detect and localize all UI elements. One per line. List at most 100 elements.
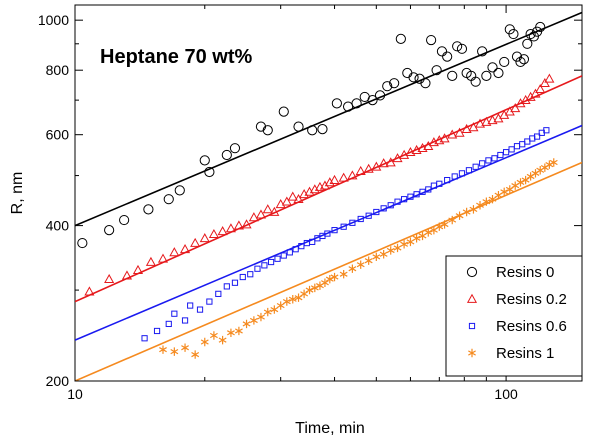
data-point — [317, 124, 328, 135]
data-point — [373, 208, 380, 216]
data-point — [371, 161, 382, 171]
data-point — [549, 158, 558, 167]
data-point — [287, 191, 298, 201]
chart-annotation: Heptane 70 wt% — [100, 46, 252, 68]
data-point — [400, 240, 409, 249]
data-point — [452, 41, 463, 52]
data-point — [436, 180, 443, 187]
data-point — [535, 21, 546, 33]
data-point — [233, 220, 244, 230]
data-point — [386, 246, 395, 255]
axis-ticks — [74, 5, 582, 382]
data-point — [525, 28, 536, 40]
data-point — [448, 215, 457, 225]
data-point — [500, 187, 509, 197]
data-point — [474, 118, 486, 128]
data-point — [199, 233, 210, 243]
series-resins-0-2 — [84, 73, 555, 296]
data-point — [307, 125, 318, 136]
data-point — [499, 56, 510, 68]
data-point — [225, 223, 236, 233]
data-point — [351, 98, 362, 109]
data-point — [530, 88, 541, 98]
data-point — [104, 273, 115, 284]
data-point — [157, 253, 169, 263]
data-point — [481, 70, 492, 81]
data-point — [544, 73, 555, 83]
data-point — [477, 46, 488, 57]
data-point — [485, 157, 492, 164]
series-resins-0-6 — [141, 127, 550, 342]
data-point — [363, 163, 374, 173]
data-markers — [77, 21, 558, 359]
data-point — [365, 212, 372, 219]
data-point — [163, 194, 174, 205]
axis-tick-labels: 10 100 200 400 600 800 1000 — [38, 12, 518, 402]
data-point — [153, 327, 161, 335]
legend-marker — [468, 322, 476, 330]
data-point — [229, 143, 241, 154]
data-point — [331, 98, 342, 109]
data-point — [481, 116, 492, 126]
data-point — [426, 34, 437, 46]
data-point — [293, 121, 304, 132]
legend-marker — [468, 348, 476, 358]
legend-box — [445, 255, 583, 377]
data-point — [181, 343, 189, 352]
data-point — [239, 273, 246, 281]
data-point — [447, 70, 458, 81]
data-point — [447, 129, 458, 139]
data-point — [215, 290, 222, 297]
data-point — [401, 196, 408, 203]
x-tick-label: 10 — [67, 386, 83, 402]
data-point — [462, 207, 471, 217]
data-point — [191, 350, 200, 359]
data-point — [321, 278, 329, 287]
data-point — [348, 264, 357, 273]
data-point — [539, 77, 550, 88]
data-point — [206, 298, 213, 305]
data-point — [218, 335, 227, 345]
fit-line-resins-0 — [75, 11, 582, 227]
data-point — [231, 279, 239, 286]
data-point — [497, 151, 504, 159]
data-point — [286, 249, 293, 256]
data-point — [276, 301, 285, 310]
data-point — [525, 91, 536, 101]
data-point — [234, 326, 243, 336]
data-point — [413, 191, 420, 198]
data-point — [419, 188, 426, 195]
data-point — [199, 155, 210, 166]
data-point — [436, 46, 448, 57]
data-point — [535, 83, 546, 94]
legend-item-resins-0-6: Resins 0.6 — [468, 318, 567, 335]
legend-item-resins-1: Resins 1 — [468, 345, 554, 362]
data-point — [169, 247, 180, 257]
data-point — [204, 166, 215, 178]
data-point — [338, 172, 349, 182]
data-point — [442, 51, 453, 62]
data-point — [248, 212, 259, 222]
data-point — [395, 33, 406, 44]
data-point — [267, 258, 275, 266]
data-point — [269, 206, 280, 216]
data-point — [208, 228, 219, 239]
data-point — [454, 127, 465, 137]
data-point — [209, 331, 218, 340]
data-point — [84, 286, 95, 296]
data-point — [242, 319, 251, 329]
data-point — [431, 65, 442, 76]
data-point — [145, 256, 156, 266]
data-point — [406, 237, 415, 247]
data-point — [367, 95, 378, 106]
data-point — [493, 67, 504, 79]
data-point — [226, 328, 235, 337]
data-point — [305, 285, 314, 295]
data-point — [533, 133, 541, 140]
legend-item-resins-0: Resins 0 — [466, 264, 554, 281]
fit-line-resins-1 — [75, 161, 582, 381]
data-point — [482, 197, 491, 206]
y-tick-label: 600 — [46, 127, 70, 143]
y-tick-label: 200 — [46, 373, 70, 389]
data-point — [247, 271, 254, 278]
